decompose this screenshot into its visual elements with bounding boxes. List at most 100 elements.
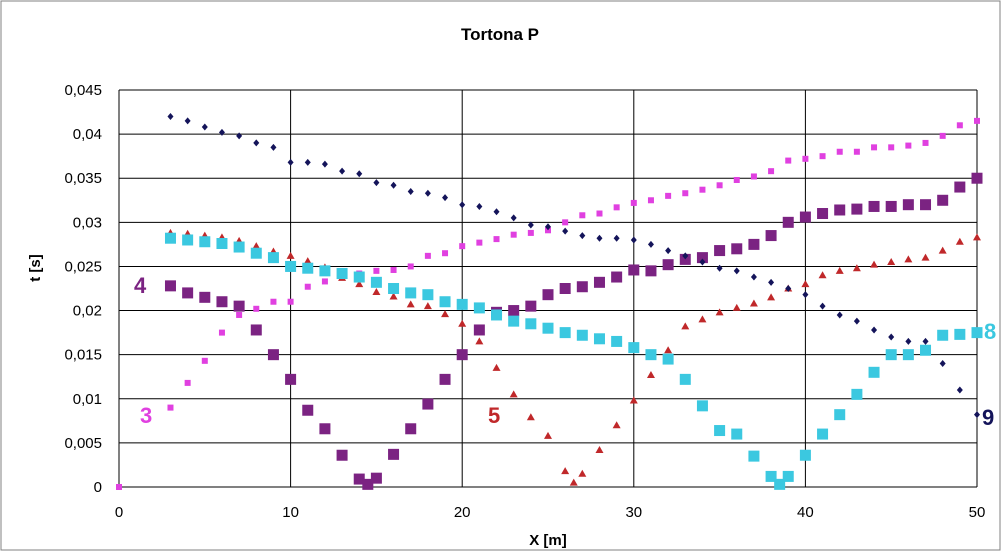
series-3 [116, 117, 980, 490]
data-point [353, 473, 365, 485]
data-point [559, 327, 571, 339]
data-point [699, 258, 706, 266]
data-point [817, 208, 829, 220]
data-point [355, 280, 364, 288]
data-point [442, 250, 449, 257]
x-tick-label: 40 [797, 504, 814, 521]
data-point [182, 287, 194, 299]
data-point [509, 390, 518, 398]
data-point [802, 291, 809, 299]
data-point [233, 241, 245, 253]
data-point [336, 449, 348, 461]
series-labels: 3 4 5 8 9 [134, 273, 996, 430]
data-point [954, 181, 966, 193]
data-point [270, 143, 277, 151]
data-point [424, 189, 431, 197]
data-point [630, 236, 637, 244]
data-point [920, 199, 932, 211]
data-point [937, 194, 949, 206]
data-point [545, 227, 551, 234]
data-point [681, 322, 690, 330]
data-point [750, 173, 757, 180]
chart-title: Tortona P [461, 25, 539, 44]
data-point [714, 425, 726, 437]
series-9 [167, 112, 980, 419]
data-point [937, 329, 949, 341]
grid-lines [118, 89, 978, 488]
data-point [904, 255, 913, 263]
data-point [699, 186, 706, 193]
y-tick-label: 0,015 [64, 347, 102, 364]
data-point [476, 202, 483, 210]
data-point [422, 398, 434, 410]
data-point [216, 296, 228, 308]
series-label-5: 5 [488, 403, 500, 428]
data-point [319, 423, 331, 435]
data-point [871, 326, 878, 334]
data-point [473, 324, 485, 336]
y-tick-label: 0,035 [64, 170, 102, 187]
data-point [836, 311, 843, 319]
data-point [628, 264, 640, 276]
data-point [525, 318, 537, 330]
series-label-8: 8 [984, 319, 996, 344]
data-point [664, 346, 673, 354]
data-point [870, 260, 879, 268]
data-point [696, 252, 708, 264]
data-point [576, 329, 588, 341]
data-point [439, 296, 451, 308]
data-point [373, 179, 380, 187]
data-point [628, 342, 640, 354]
data-point [973, 233, 981, 241]
data-point [407, 187, 414, 195]
data-point [390, 181, 397, 189]
data-point [868, 200, 880, 212]
data-point [956, 122, 963, 129]
data-point [767, 293, 776, 301]
data-point [321, 160, 328, 168]
data-point [799, 449, 811, 461]
series-label-3: 3 [140, 403, 152, 428]
data-point [388, 283, 400, 294]
data-point [785, 157, 792, 164]
data-point [199, 291, 211, 303]
data-point [974, 411, 980, 419]
data-point [576, 281, 588, 293]
data-point [545, 223, 551, 231]
data-point [236, 311, 243, 318]
x-tick-label: 50 [969, 504, 986, 521]
data-point [475, 337, 484, 345]
data-point [765, 470, 777, 482]
data-point [164, 280, 176, 292]
data-point [493, 236, 500, 243]
data-point [473, 302, 485, 314]
data-point [887, 258, 896, 266]
data-point [595, 445, 604, 453]
data-point [819, 153, 826, 160]
data-point [611, 271, 623, 283]
data-point [527, 229, 534, 236]
data-point [362, 478, 374, 490]
series-4 [164, 172, 983, 490]
x-tick-label: 30 [625, 504, 642, 521]
data-point [596, 234, 603, 242]
data-point [302, 404, 314, 416]
x-axis-ticks: 0 10 20 30 40 50 [115, 504, 986, 521]
data-point [765, 230, 777, 242]
data-point [508, 305, 520, 317]
data-point [613, 204, 620, 211]
data-point [441, 310, 450, 318]
data-point [665, 192, 672, 199]
data-point [321, 278, 328, 285]
data-point [579, 212, 586, 219]
series-8 [164, 232, 983, 490]
data-point [645, 265, 657, 277]
data-point [285, 373, 297, 385]
data-point [922, 139, 929, 146]
data-point [458, 319, 467, 327]
data-point [250, 324, 262, 336]
series-label-4: 4 [134, 273, 147, 298]
data-point [201, 123, 208, 131]
